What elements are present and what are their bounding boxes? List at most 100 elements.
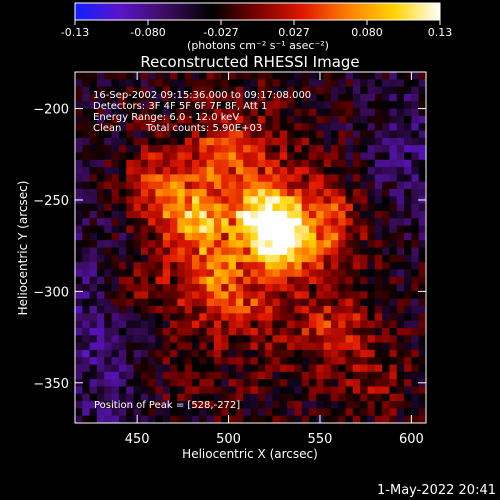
heatmap-cell — [382, 320, 391, 329]
heatmap-cell — [89, 101, 98, 110]
heatmap-cell — [287, 240, 295, 249]
heatmap-cell — [404, 247, 412, 256]
heatmap-cell — [345, 284, 354, 292]
heatmap-cell — [323, 415, 332, 423]
heatmap-cell — [243, 262, 252, 271]
heatmap-cell — [235, 357, 244, 366]
heatmap-cell — [323, 320, 332, 329]
heatmap-cell — [352, 196, 361, 205]
heatmap-cell — [75, 86, 83, 95]
heatmap-cell — [199, 232, 208, 241]
heatmap-cell — [199, 364, 208, 373]
heatmap-cell — [316, 145, 325, 154]
heatmap-cell — [411, 225, 420, 234]
heatmap-cell — [75, 115, 83, 124]
heatmap-cell — [89, 408, 98, 417]
heatmap-cell — [140, 284, 149, 292]
heatmap-cell — [199, 72, 208, 80]
heatmap-cell — [396, 145, 405, 154]
heatmap-cell — [148, 335, 157, 344]
heatmap-cell — [404, 335, 412, 344]
heatmap-cell — [330, 159, 339, 168]
heatmap-cell — [279, 232, 288, 241]
heatmap-cell — [404, 210, 412, 219]
heatmap-cell — [404, 189, 412, 197]
heatmap-cell — [389, 262, 398, 271]
heatmap-cell — [206, 298, 215, 307]
heatmap-cell — [316, 269, 325, 278]
heatmap-cell — [418, 364, 426, 373]
heatmap-cell — [133, 189, 142, 197]
heatmap-cell — [126, 342, 135, 351]
heatmap-cell — [170, 137, 178, 146]
heatmap-cell — [382, 225, 391, 234]
heatmap-cell — [96, 181, 105, 190]
heatmap-cell — [206, 145, 215, 154]
heatmap-cell — [82, 313, 91, 322]
heatmap-cell — [396, 181, 405, 190]
heatmap-cell — [279, 335, 288, 344]
heatmap-cell — [206, 401, 215, 409]
heatmap-cell — [309, 203, 317, 212]
heatmap-cell — [338, 130, 347, 139]
heatmap-cell — [155, 379, 164, 388]
heatmap-cell — [140, 130, 149, 139]
heatmap-cell — [96, 262, 105, 271]
heatmap-cell — [309, 181, 317, 190]
heatmap-cell — [389, 72, 398, 80]
heatmap-cell — [206, 379, 215, 388]
heatmap-cell — [265, 379, 274, 388]
colorbar: -0.13 -0.080 -0.027 0.027 0.080 0.13 (photons… — [61, 2, 452, 52]
heatmap-cell — [418, 262, 426, 271]
heatmap-cell — [411, 247, 420, 256]
heatmap-cell — [213, 320, 222, 329]
heatmap-cell — [389, 327, 398, 336]
heatmap-cell — [272, 371, 281, 380]
heatmap-cell — [126, 349, 135, 358]
heatmap-cell — [184, 115, 193, 124]
heatmap-cell — [367, 284, 376, 292]
heatmap-cell — [133, 203, 142, 212]
heatmap-cell — [404, 379, 412, 388]
heatmap-cell — [396, 93, 405, 102]
heatmap-cell — [374, 335, 383, 344]
colorbar-tick-label: -0.080 — [130, 26, 165, 39]
heatmap-cell — [148, 108, 157, 117]
heatmap-cell — [199, 79, 208, 88]
heatmap-cell — [192, 115, 200, 124]
heatmap-cell — [404, 327, 412, 336]
heatmap-cell — [323, 189, 332, 197]
heatmap-cell — [316, 181, 325, 190]
heatmap-cell — [367, 247, 376, 256]
heatmap-cell — [411, 181, 420, 190]
heatmap-cell — [382, 269, 391, 278]
heatmap-cell — [338, 181, 347, 190]
heatmap-cell — [104, 196, 113, 205]
heatmap-cell — [213, 152, 222, 161]
heatmap-cell — [213, 210, 222, 219]
heatmap-cell — [287, 167, 295, 175]
heatmap-cell — [133, 364, 142, 373]
heatmap-cell — [155, 79, 164, 88]
heatmap-cell — [148, 115, 157, 124]
heatmap-cell — [221, 276, 230, 285]
heatmap-cell — [155, 342, 164, 351]
heatmap-cell — [213, 306, 222, 314]
heatmap-cell — [396, 196, 405, 205]
heatmap-cell — [367, 203, 376, 212]
heatmap-cell — [294, 415, 303, 423]
heatmap-cell — [250, 137, 259, 146]
heatmap-cell — [192, 167, 200, 175]
heatmap-cell — [360, 101, 369, 110]
heatmap-cell — [257, 371, 266, 380]
heatmap-cell — [170, 401, 178, 409]
heatmap-cell — [111, 174, 120, 183]
heatmap-cell — [184, 313, 193, 322]
heatmap-cell — [287, 145, 295, 154]
heatmap-cell — [418, 218, 426, 227]
heatmap-cell — [396, 401, 405, 409]
heatmap-cell — [206, 152, 215, 161]
heatmap-cell — [309, 415, 317, 423]
heatmap-cell — [162, 210, 171, 219]
heatmap-cell — [177, 108, 186, 117]
